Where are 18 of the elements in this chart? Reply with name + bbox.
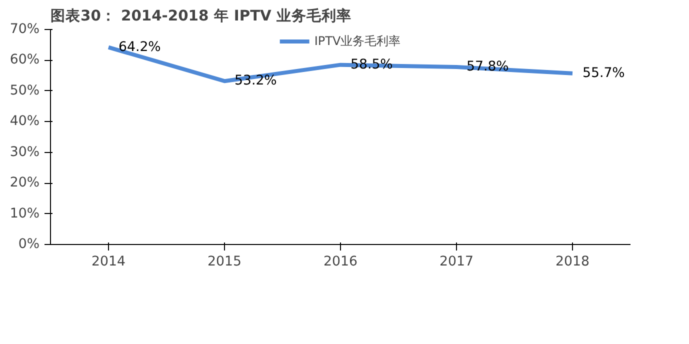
chart-title: 图表30： 2014-2018 年 IPTV 业务毛利率 <box>50 6 352 24</box>
y-tick-label: 70% <box>10 22 40 37</box>
y-tick-label: 0% <box>18 237 40 252</box>
y-tick-label: 50% <box>10 83 40 98</box>
x-tick-label: 2014 <box>92 254 126 270</box>
x-tick-label: 2018 <box>556 254 590 270</box>
x-tick-label: 2016 <box>324 254 358 270</box>
x-tick-label: 2017 <box>440 254 474 270</box>
y-tick-label: 30% <box>10 144 40 160</box>
data-label: 64.2% <box>118 40 161 55</box>
y-tick-label: 40% <box>10 114 40 130</box>
data-label: 53.2% <box>234 74 277 89</box>
y-tick-label: 10% <box>10 206 40 222</box>
y-tick-label: 20% <box>10 176 40 191</box>
x-tick-label: 2015 <box>208 254 242 270</box>
data-label: 55.7% <box>582 66 625 81</box>
legend-label: IPTV业务毛利率 <box>314 32 401 50</box>
y-tick-label: 60% <box>10 52 40 68</box>
